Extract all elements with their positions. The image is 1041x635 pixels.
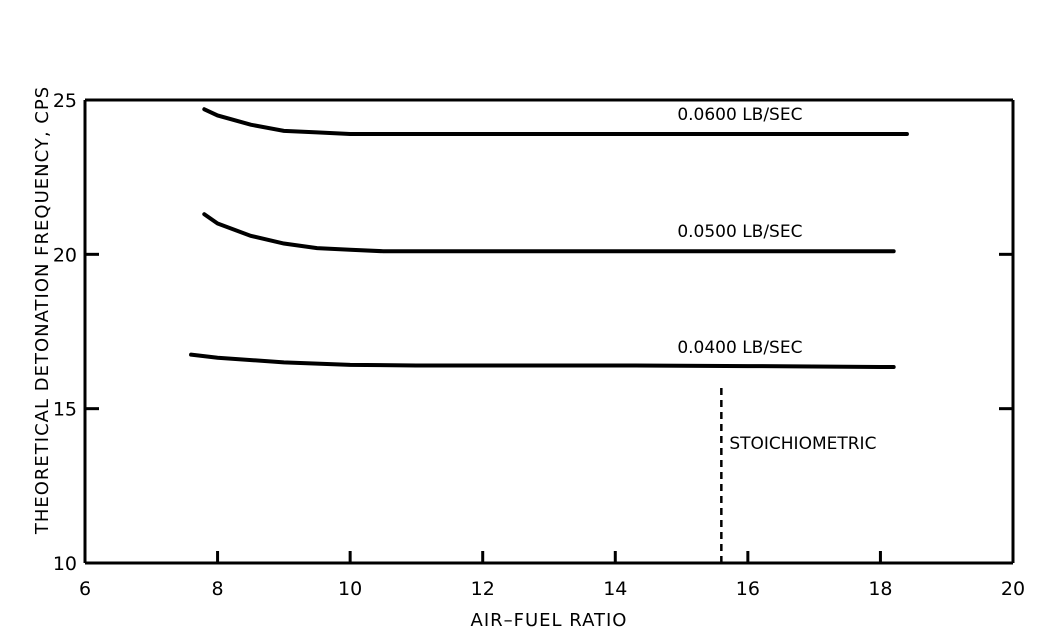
x-tick-label: 18 <box>868 578 892 600</box>
x-tick-label: 20 <box>1001 578 1025 600</box>
x-tick-label: 6 <box>79 578 91 600</box>
series-label: 0.0500 LB/SEC <box>677 222 802 242</box>
x-axis-title: AIR–FUEL RATIO <box>471 610 628 631</box>
y-tick-label: 15 <box>53 399 77 421</box>
y-axis-title: THEORETICAL DETONATION FREQUENCY, CPS <box>32 86 53 535</box>
y-ticks: 10 15 20 25 <box>53 90 1013 575</box>
series-line <box>202 212 896 254</box>
x-ticks: 6 8 10 12 14 16 18 20 <box>79 551 1025 600</box>
x-tick-label: 10 <box>338 578 362 600</box>
x-tick-label: 14 <box>603 578 627 600</box>
y-tick-label: 25 <box>53 90 77 112</box>
series-line <box>189 352 896 369</box>
x-tick-label: 12 <box>471 578 495 600</box>
series-label: 0.0400 LB/SEC <box>677 338 802 358</box>
series-label: 0.0600 LB/SEC <box>677 105 802 125</box>
x-tick-label: 16 <box>736 578 760 600</box>
y-tick-label: 10 <box>53 553 77 575</box>
x-tick-label: 8 <box>212 578 224 600</box>
stoichiometric-label: STOICHIOMETRIC <box>729 434 876 454</box>
series-group: 0.0600 LB/SEC 0.0500 LB/SEC 0.0400 LB/SEC <box>189 105 909 369</box>
y-tick-label: 20 <box>53 244 77 266</box>
reference-lines: STOICHIOMETRIC <box>720 383 876 563</box>
series-line <box>202 107 909 136</box>
